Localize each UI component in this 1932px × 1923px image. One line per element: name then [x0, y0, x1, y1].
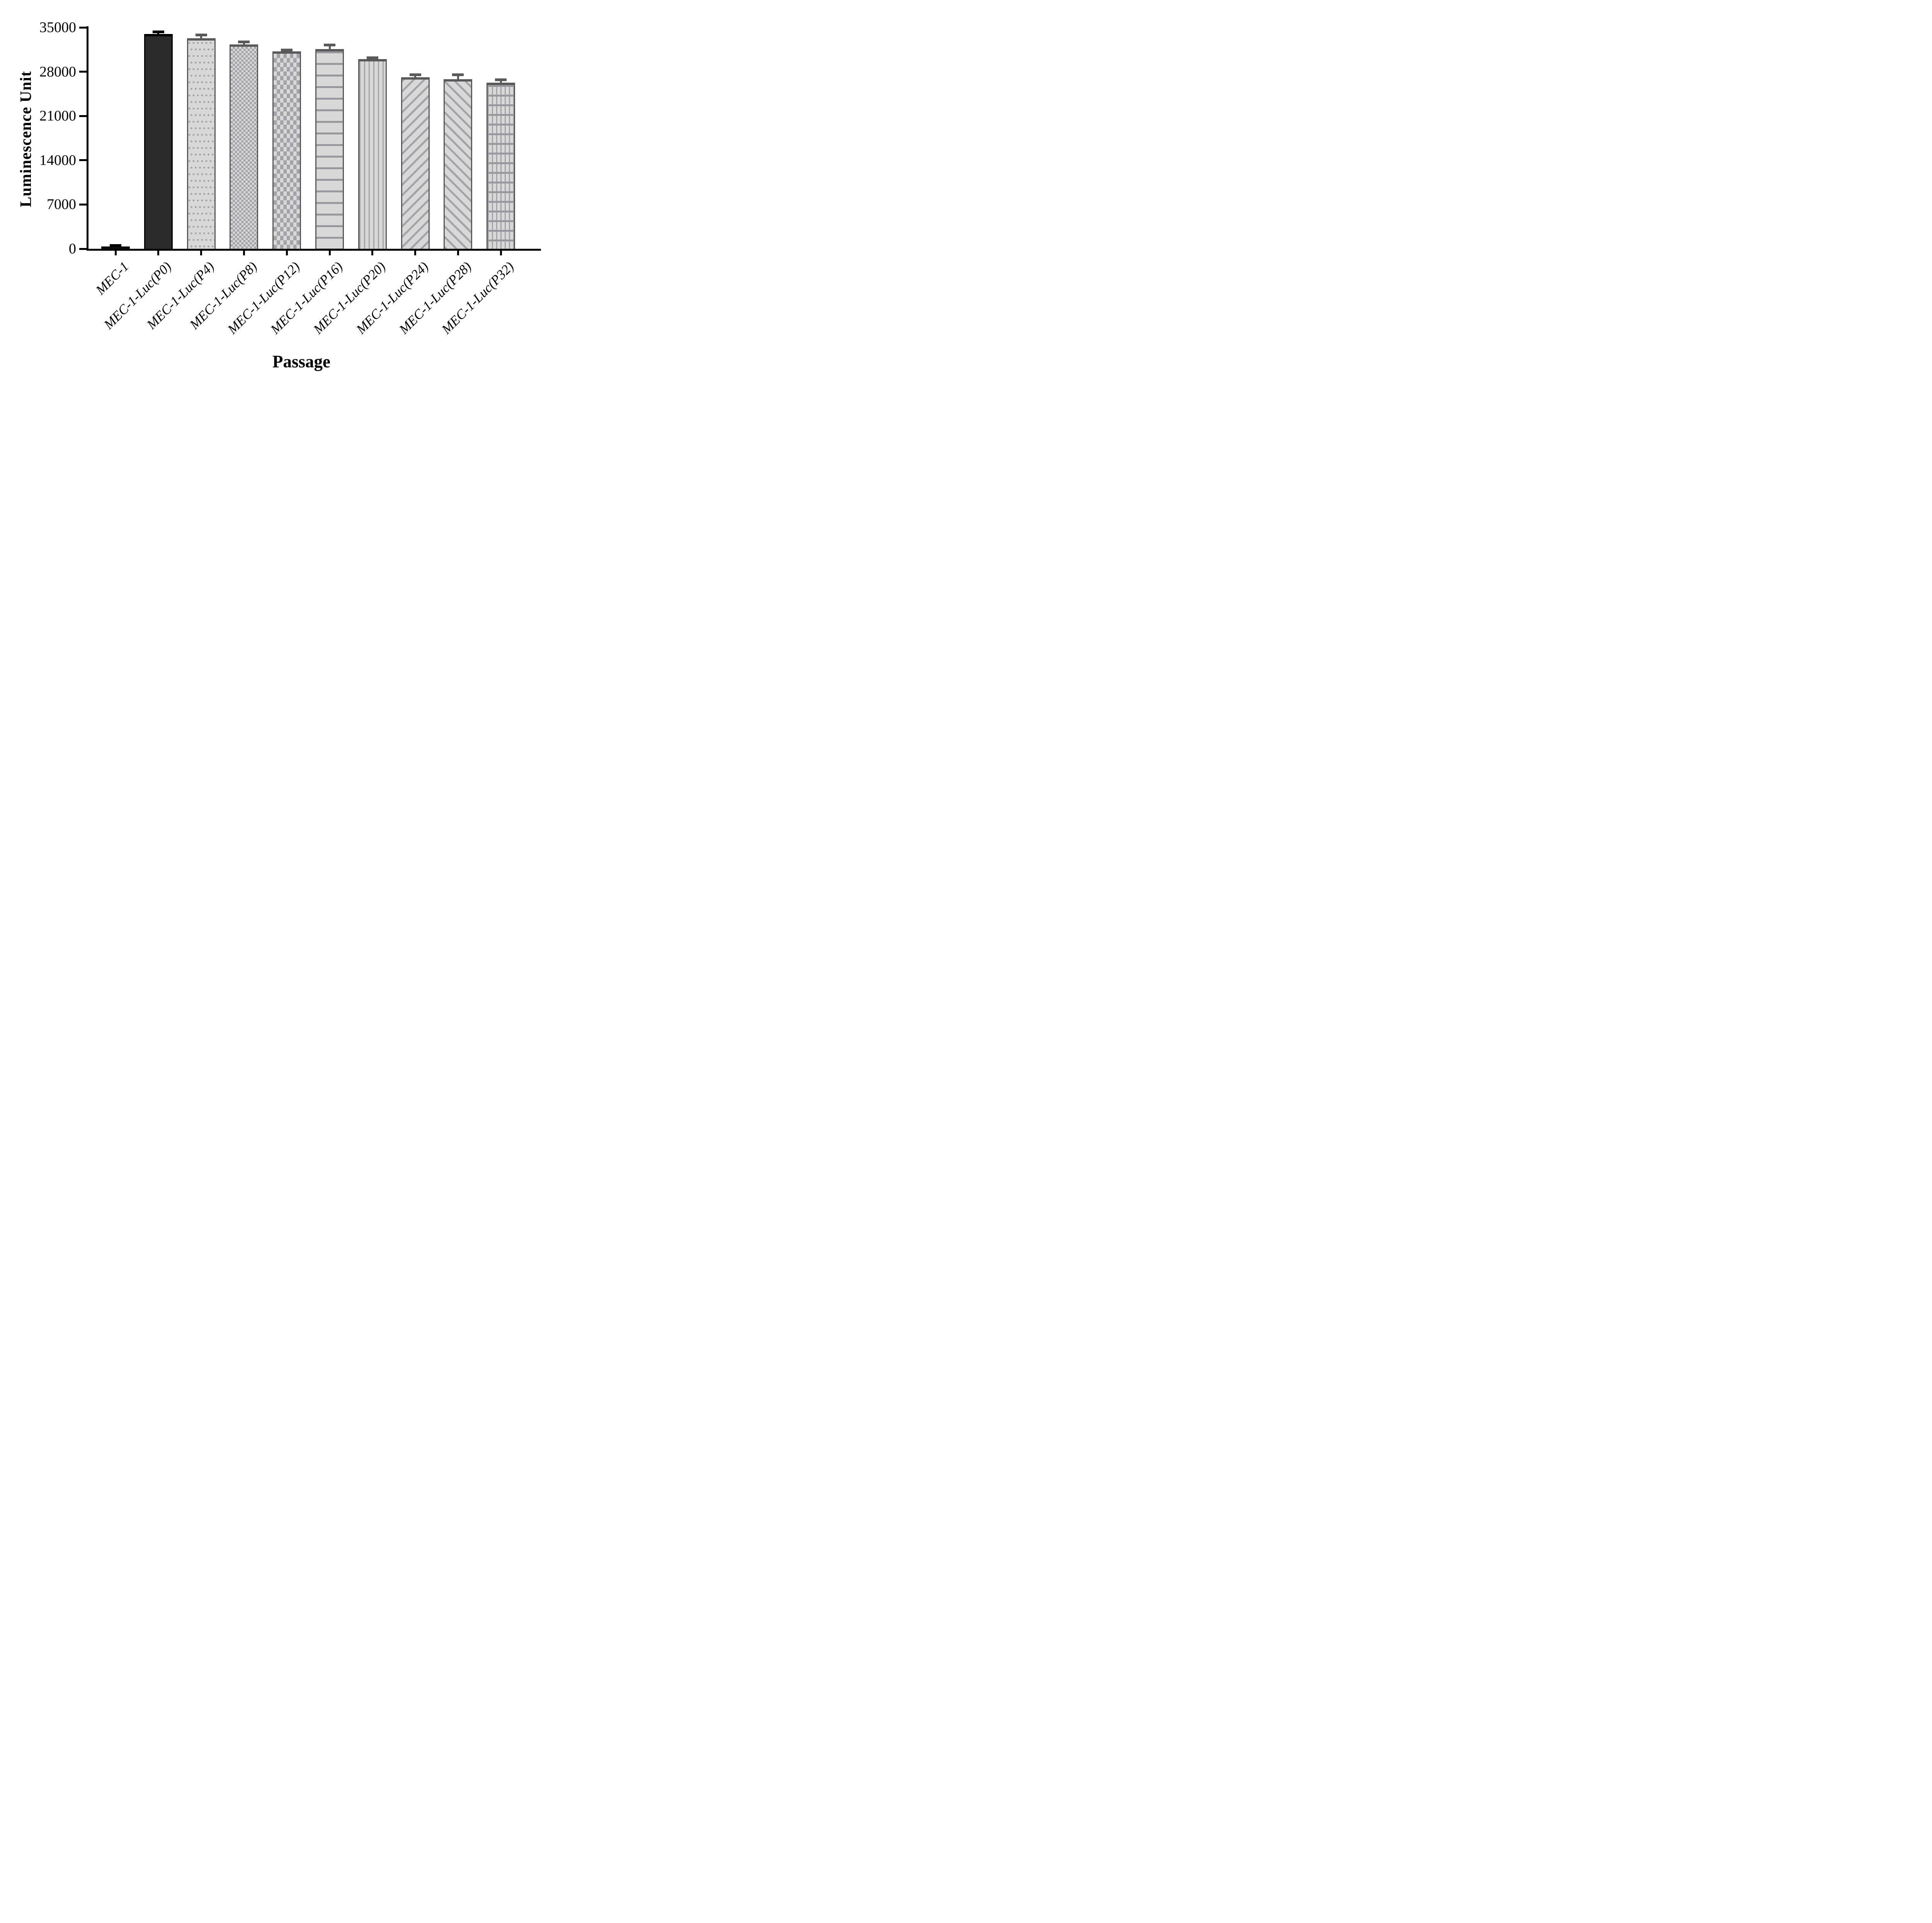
x-category-label-text: MEC-1	[93, 259, 132, 298]
bar	[101, 246, 130, 249]
error-bar-cap	[281, 48, 293, 51]
y-axis-line	[87, 26, 88, 251]
bar	[315, 49, 344, 249]
x-tick	[243, 251, 245, 255]
error-bar-cap	[495, 78, 507, 81]
bar-fill-pattern	[402, 79, 429, 249]
error-bar-cap	[110, 244, 121, 247]
y-tick	[79, 203, 87, 206]
x-category-label-text: MEC-1-Luc(P20)	[310, 259, 389, 337]
error-bar-stem	[500, 80, 502, 83]
bar-fill-pattern	[188, 41, 214, 249]
x-tick	[286, 251, 288, 255]
y-axis-title-text: Luminescence Unit	[17, 71, 34, 207]
x-tick	[500, 251, 502, 255]
error-bar-cap	[452, 73, 464, 76]
bar-fill-pattern	[231, 46, 257, 249]
error-bar-cap	[152, 31, 164, 34]
x-tick	[157, 251, 160, 255]
x-tick	[328, 251, 331, 255]
bar	[144, 34, 173, 249]
y-tick-label: 14000	[39, 152, 76, 168]
y-tick	[79, 248, 87, 250]
y-tick	[79, 159, 87, 161]
bar-fill-pattern	[274, 53, 300, 249]
x-category-label-text: MEC-1-Luc(P16)	[267, 259, 346, 337]
error-bar-stem	[243, 43, 245, 45]
bar-fill-pattern	[445, 81, 471, 249]
bar	[358, 59, 387, 249]
x-tick	[457, 251, 459, 255]
error-bar-stem	[157, 33, 160, 35]
y-tick-label: 21000	[39, 108, 76, 124]
y-tick	[79, 26, 87, 29]
x-category-label-text: MEC-1-Luc(P28)	[396, 259, 474, 337]
error-bar-stem	[286, 51, 288, 52]
bar-fill-pattern	[359, 61, 386, 249]
bar-fill-pattern	[488, 85, 514, 249]
y-tick	[79, 115, 87, 117]
error-bar-stem	[414, 75, 417, 78]
error-bar-cap	[195, 33, 207, 36]
bar	[272, 51, 301, 249]
bar	[401, 77, 430, 249]
y-tick-label: 0	[69, 241, 76, 257]
bar-fill-pattern	[145, 36, 172, 249]
x-tick	[200, 251, 202, 255]
bar	[444, 79, 473, 249]
x-tick	[114, 251, 117, 255]
bar-fill-pattern	[316, 51, 343, 249]
error-bar-cap	[366, 56, 378, 59]
error-bar-stem	[200, 36, 202, 39]
bar	[230, 44, 259, 249]
error-bar-stem	[328, 46, 331, 49]
error-bar-stem	[114, 246, 117, 247]
error-bar-cap	[324, 43, 335, 46]
x-category-label-text: MEC-1-Luc(P12)	[224, 259, 303, 337]
y-tick	[79, 71, 87, 73]
error-bar-cap	[238, 41, 250, 44]
x-category-label-text: MEC-1-Luc(P24)	[353, 259, 432, 337]
x-axis-title: Passage	[272, 352, 330, 371]
bar-chart-figure: Luminescence Unit Passage 0 7000 14000 2100…	[0, 0, 551, 385]
y-tick-label: 35000	[39, 19, 76, 36]
y-tick-label: 28000	[39, 63, 76, 80]
x-axis-line	[87, 249, 541, 251]
bar	[486, 82, 515, 249]
y-tick-label: 7000	[47, 196, 76, 213]
error-bar-stem	[457, 75, 459, 80]
error-bar-cap	[409, 73, 421, 76]
bar	[187, 38, 216, 249]
x-category-label-text: MEC-1-Luc(P32)	[439, 259, 517, 337]
x-tick	[371, 251, 374, 255]
x-tick	[414, 251, 417, 255]
